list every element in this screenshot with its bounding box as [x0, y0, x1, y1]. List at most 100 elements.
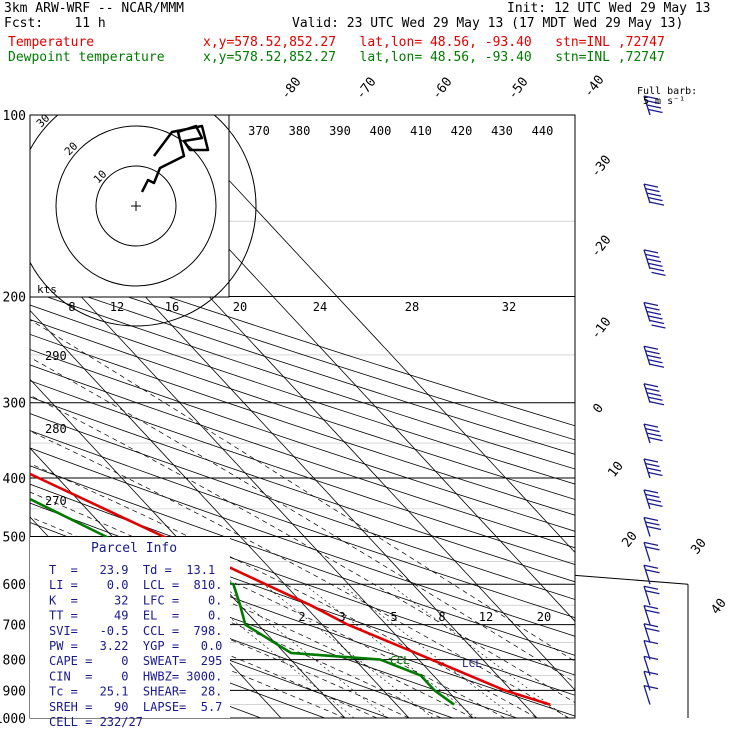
theta-label: 420 — [451, 124, 473, 138]
valid-time: Valid: 23 UTC Wed 29 May 13 (17 MDT Wed … — [292, 16, 684, 31]
isotherm-label: 10 — [605, 459, 626, 481]
wind-barb-flag — [646, 467, 662, 472]
moist-adiabat — [30, 394, 575, 703]
frame-diagonal — [574, 574, 689, 585]
moist-adiabat — [30, 556, 410, 718]
wind-barb-staff — [643, 565, 651, 585]
wind-barb-flag — [648, 502, 663, 508]
pressure-tick-label: 100 — [3, 109, 26, 124]
mixing-ratio-line — [220, 583, 389, 718]
dry-adiabat — [30, 333, 575, 516]
hodograph-units: kts — [37, 283, 57, 296]
dry-adiabat — [30, 380, 575, 565]
mixing-ratio-label: 32 — [502, 300, 516, 314]
wind-barb-flag — [643, 541, 659, 547]
wind-barb-flag — [643, 383, 659, 388]
parcel-row: T = 23.9 Td = 13.1 — [49, 563, 215, 577]
parcel-row: Tc = 25.1 SHEAR= 28. — [49, 685, 222, 699]
full-barb-units: 5 m s⁻¹ — [643, 96, 685, 107]
mixing-ratio-line — [389, 583, 568, 718]
parcel-row: PW = 3.22 YGP = 0.0 — [49, 639, 222, 653]
dry-adiabat — [30, 304, 575, 485]
dry-adiabat — [30, 583, 389, 718]
wind-barb-flag — [646, 392, 662, 397]
theta-label: 400 — [370, 124, 392, 138]
isotherm-label: 40 — [708, 596, 729, 618]
wind-barb-flag — [643, 604, 659, 610]
mixing-ratio-label: 12 — [110, 300, 124, 314]
wind-barb-flag — [645, 590, 660, 595]
dry-adiabat — [30, 276, 575, 455]
full-barb-label: Full barb: — [637, 86, 697, 97]
wind-barb-staff — [643, 623, 651, 643]
dry-adiabat — [30, 249, 575, 427]
theta-label: 370 — [248, 124, 270, 138]
parcel-row: SREH = 90 LAPSE= 5.7 — [49, 700, 222, 714]
isotherm-label: -50 — [505, 75, 531, 103]
wind-barb-staff — [643, 640, 651, 660]
ccl-label: CCL — [390, 654, 410, 667]
wind-barb-flag — [651, 271, 666, 277]
dry-adiabat — [30, 430, 575, 619]
wind-barb-flag — [643, 585, 659, 590]
wind-barb — [643, 301, 666, 329]
wind-barb-flag — [643, 249, 659, 254]
lcl-label: LCL — [462, 657, 482, 670]
dry-adiabat — [30, 413, 575, 600]
wind-barb-flag — [648, 262, 663, 268]
wind-barb-flag — [645, 609, 660, 614]
isotherm-label: -20 — [588, 233, 614, 261]
moist-adiabat — [30, 516, 474, 718]
wind-barb-flag — [645, 350, 660, 355]
moist-adiabat — [30, 573, 378, 718]
isotherm — [30, 309, 410, 718]
isotherm — [167, 115, 575, 553]
mixing-ratio-line — [263, 583, 433, 718]
wind-barb-flag — [645, 253, 660, 259]
isotherm-label: -30 — [588, 153, 614, 181]
wind-barb-flag — [649, 401, 665, 406]
wind-barb-flag — [646, 354, 662, 359]
wind-barb-flag — [648, 436, 663, 442]
wind-barb-flag — [646, 192, 662, 197]
init-time: Init: 12 UTC Wed 29 May 13 — [507, 1, 711, 16]
mixing-ratio-label: 16 — [165, 300, 179, 314]
pressure-tick-label: 600 — [3, 578, 26, 593]
wind-barb — [643, 585, 660, 606]
model-title: 3km ARW-WRF -- NCAR/MMM — [4, 1, 185, 16]
wind-barb-flag — [643, 670, 659, 676]
mixing-ratio-label: 20 — [233, 300, 247, 314]
wind-barb — [643, 541, 660, 562]
isotherm-label: -80 — [278, 75, 304, 103]
pressure-tick-label: 300 — [3, 397, 26, 412]
wind-barb — [643, 95, 663, 116]
isotherm-label: 0 — [590, 401, 607, 416]
wind-barb-flag — [645, 569, 660, 574]
mixing-ratio-label: 2 — [298, 610, 305, 624]
mixing-ratio-label: 8 — [438, 610, 445, 624]
mixing-ratio-label: 5 — [390, 610, 397, 624]
parcel-panel — [30, 537, 230, 718]
dry-adiabat — [30, 349, 575, 532]
wind-barb-flag — [643, 183, 659, 188]
wind-barb-flag — [648, 396, 663, 401]
pressure-tick-label: 800 — [3, 654, 26, 669]
wind-barb-flag — [645, 306, 660, 311]
wind-barb-flag — [645, 462, 660, 468]
theta-left-label: 280 — [45, 422, 67, 436]
isotherm-label: 20 — [619, 529, 640, 551]
wind-barb-flag — [648, 471, 663, 477]
wind-barb — [643, 516, 662, 537]
isotherm-label: -10 — [588, 315, 614, 343]
plot-frame — [29, 114, 576, 719]
isotherm — [30, 241, 474, 718]
hodograph-ring — [95, 165, 177, 247]
wind-barb-staff — [643, 685, 651, 705]
parcel-row: CIN = 0 HWBZ= 3000. — [49, 669, 222, 683]
moist-adiabat — [30, 430, 570, 718]
theta-left-label: 290 — [45, 349, 67, 363]
isotherm-label: 30 — [688, 536, 709, 558]
mixing-ratio-label: 12 — [479, 610, 493, 624]
wind-barb-flag — [645, 99, 660, 105]
